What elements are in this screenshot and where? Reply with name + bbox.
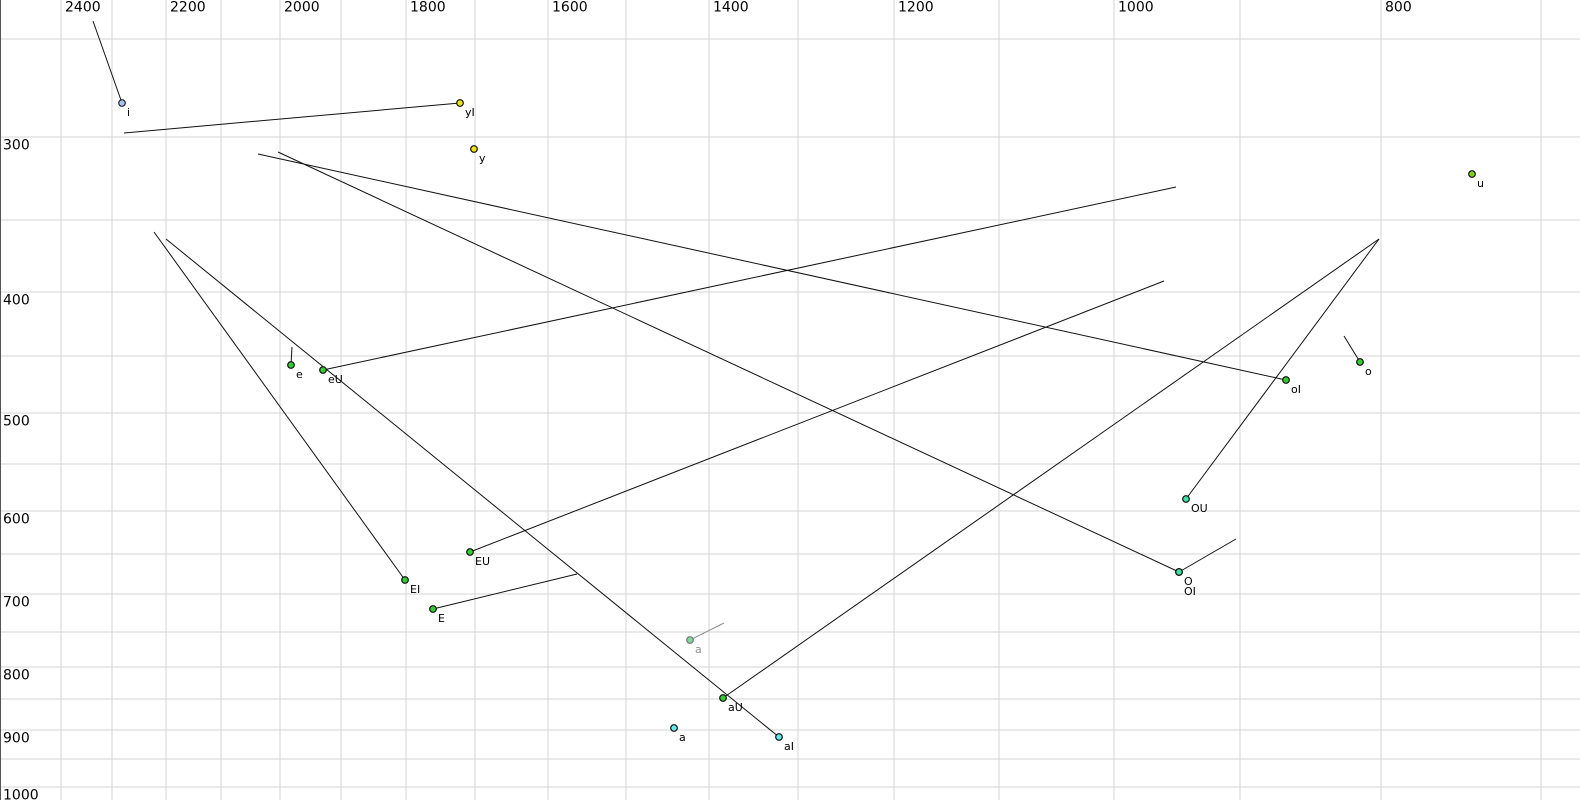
x-axis-tick-label-1000: 1000 (1118, 0, 1154, 16)
trajectory-E (432, 573, 578, 610)
x-axis-tick-label-1800: 1800 (410, 0, 446, 16)
vowel-point-oI[interactable] (1282, 376, 1290, 384)
vowel-point-e[interactable] (287, 361, 295, 369)
vowel-point-u[interactable] (1468, 170, 1476, 178)
trajectory-o (1343, 335, 1361, 363)
vowel-point-o[interactable] (1356, 358, 1364, 366)
vowel-label-oI: oI (1291, 383, 1301, 396)
vowel-point-a[interactable] (670, 724, 678, 732)
trajectory-EI (153, 231, 406, 581)
vowel-point-OU[interactable] (1182, 495, 1190, 503)
trajectory-oI (257, 153, 1287, 381)
vowel-point-i[interactable] (118, 99, 126, 107)
trajectory-EU (469, 280, 1165, 553)
vowel-point-eU[interactable] (319, 366, 327, 374)
x-axis-tick-label-1600: 1600 (552, 0, 588, 16)
vowel-label-u: u (1477, 177, 1484, 190)
vowel-label-a: a (679, 731, 686, 744)
vowel-point-a_gray[interactable] (686, 636, 694, 644)
vowel-label-o: o (1365, 365, 1372, 378)
y-axis-tick-label-600: 600 (3, 512, 30, 528)
vowel-label-OU: OU (1191, 502, 1208, 515)
x-axis-tick-label-800: 800 (1385, 0, 1412, 16)
vowel-point-EU[interactable] (466, 548, 474, 556)
vowel-point-yI[interactable] (456, 99, 464, 107)
vowel-points (118, 99, 1476, 741)
vowel-label-OI: OI (1184, 585, 1196, 598)
vowel-labels: i yI y u e eU o oI OU EU EI E OOI a aU a aI (127, 106, 1484, 753)
vowel-point-y[interactable] (470, 145, 478, 153)
x-axis-tick-label-1400: 1400 (713, 0, 749, 16)
vowel-label-y: y (479, 152, 486, 165)
x-axis-tick-label-1200: 1200 (898, 0, 934, 16)
vowel-point-OI[interactable] (1175, 568, 1183, 576)
vowel-label-aU: aU (728, 701, 743, 714)
trajectory-OI (277, 151, 1180, 573)
trajectory-i (92, 20, 123, 104)
y-axis-tick-labels: 300 400 500 600 700 800 900 1000 (3, 138, 39, 800)
trajectory-aU (722, 238, 1380, 699)
x-axis-tick-label-2400: 2400 (65, 0, 101, 16)
vowel-label-i: i (127, 106, 130, 119)
y-axis-tick-label-900: 900 (3, 731, 30, 747)
vowel-label-yI: yI (465, 106, 475, 119)
y-axis-tick-label-500: 500 (3, 414, 30, 430)
vowel-point-aU[interactable] (719, 694, 727, 702)
trajectory-a_gray (689, 622, 725, 641)
x-axis-tick-label-2000: 2000 (284, 0, 320, 16)
vowel-label-aI: aI (784, 740, 794, 753)
trajectory-lines (92, 20, 1380, 738)
trajectory-aI (165, 238, 780, 738)
trajectory-eU (322, 186, 1177, 371)
y-axis-tick-label-400: 400 (3, 293, 30, 309)
vowel-label-O: O (1184, 575, 1193, 588)
x-axis-tick-labels: 2400 2200 2000 1800 1600 1400 1200 1000 800 (65, 0, 1412, 16)
y-axis-tick-label-800: 800 (3, 668, 30, 684)
vowel-label-a_gray: a (695, 643, 702, 656)
vowel-point-E[interactable] (429, 605, 437, 613)
vowel-label-eU: eU (328, 373, 343, 386)
vowel-label-EI: EI (410, 583, 420, 596)
vowel-point-EI[interactable] (401, 576, 409, 584)
vowel-label-E: E (438, 612, 445, 625)
x-axis-tick-label-2200: 2200 (170, 0, 206, 16)
trajectory-O (1178, 538, 1237, 573)
vowel-point-aI[interactable] (775, 733, 783, 741)
vowel-label-EU: EU (475, 555, 490, 568)
y-axis-tick-label-300: 300 (3, 138, 30, 154)
trajectory-yI (123, 102, 461, 134)
y-axis-tick-label-1000: 1000 (3, 788, 39, 800)
y-axis-tick-label-700: 700 (3, 595, 30, 611)
vowel-label-e: e (296, 368, 303, 381)
trajectory-OU (1185, 238, 1380, 500)
